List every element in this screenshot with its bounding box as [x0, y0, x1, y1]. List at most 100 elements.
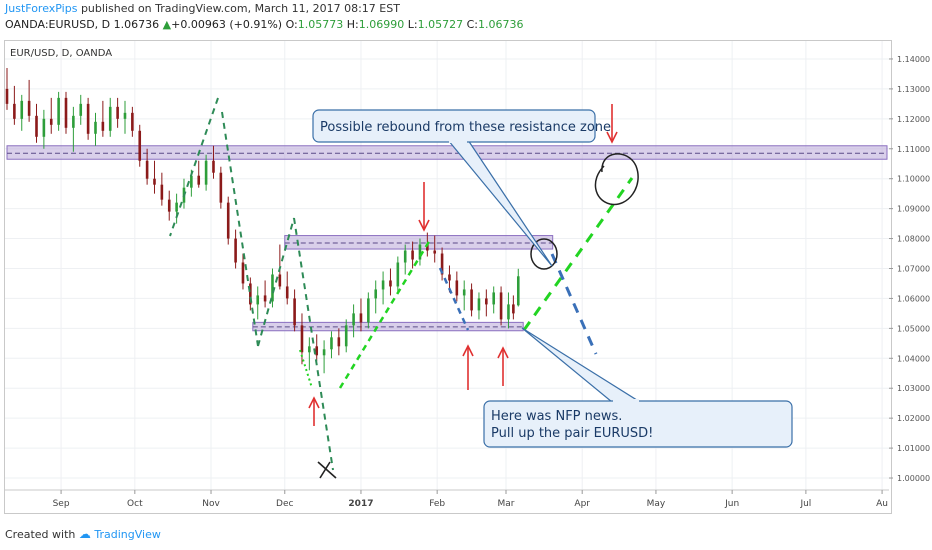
candle [462, 280, 466, 311]
candle [197, 160, 201, 188]
y-tick-label: 1.03000 [897, 384, 930, 393]
candle [337, 328, 341, 356]
x-tick-label: Sep [53, 499, 70, 509]
candle [57, 91, 60, 131]
candle [330, 331, 333, 359]
y-tick-label: 1.11000 [897, 145, 930, 154]
candle [160, 172, 164, 206]
green-dotted-1 [299, 349, 313, 389]
open-label: O: [285, 18, 298, 31]
candle [138, 124, 142, 167]
y-tick-label: 1.06000 [897, 294, 930, 303]
footer: Created with ☁ TradingView [5, 527, 161, 541]
chart-frame[interactable] [4, 40, 892, 514]
green-dash-up-1 [257, 217, 295, 347]
candle [352, 304, 355, 338]
candle [35, 103, 38, 143]
tradingview-link[interactable]: TradingView [94, 528, 161, 541]
y-tick-label: 1.01000 [897, 444, 930, 453]
high-value: 1.06990 [358, 18, 405, 31]
x-tick-label: Au [876, 499, 888, 509]
candle [86, 97, 90, 140]
callout-resistance: Possible rebound from these resistance z… [312, 109, 611, 267]
candle [403, 244, 407, 275]
candle [42, 109, 46, 149]
candle [271, 268, 274, 308]
candle [256, 286, 260, 320]
circle-mark-upper [594, 153, 639, 206]
candle [27, 79, 31, 122]
x-tick-label: Feb [429, 499, 445, 509]
candle [293, 289, 296, 332]
x-tick-label: Dec [276, 499, 293, 509]
y-tick-label: 1.14000 [897, 55, 930, 64]
tradingview-logo-icon: ☁ [78, 527, 91, 541]
candle [20, 94, 24, 131]
y-tick-label: 1.05000 [897, 324, 930, 333]
candle [108, 97, 112, 137]
callout-resistance-text: Possible rebound from these resistance z… [320, 120, 611, 135]
candle [145, 148, 149, 185]
candle [315, 334, 319, 362]
candle [440, 247, 444, 281]
candle [322, 340, 326, 374]
candle [512, 295, 515, 320]
candle [308, 337, 311, 371]
candle [204, 154, 208, 191]
candlesticks [5, 67, 520, 374]
author-link[interactable]: JustForexPips [5, 2, 78, 15]
y-tick-label: 1.08000 [897, 235, 930, 244]
y-tick-label: 1.09000 [897, 205, 930, 214]
candle [241, 253, 245, 290]
close-label: C: [466, 18, 478, 31]
change-value: +0.00963 (+0.91%) [171, 18, 283, 31]
candle [167, 190, 171, 221]
x-tick-label: Oct [127, 499, 143, 509]
candle [344, 319, 348, 353]
x-tick-label: Mar [498, 499, 515, 509]
candle [13, 85, 16, 125]
candle [64, 91, 68, 134]
candle [492, 286, 496, 314]
arrow-down-icon [418, 182, 430, 232]
candle [359, 298, 363, 332]
candle [123, 100, 127, 134]
candle [249, 277, 252, 311]
low-label: L: [407, 18, 418, 31]
candle [499, 286, 503, 326]
last-price: 1.06736 [113, 18, 160, 31]
candle [485, 289, 488, 317]
arrow-up-icon [462, 344, 474, 390]
candle [455, 271, 459, 302]
candle [516, 268, 520, 307]
candle [381, 271, 385, 305]
callout-nfp-line2: Pull up the pair EURUSD! [491, 426, 653, 441]
green-dash-down-1 [169, 97, 219, 237]
open-value: 1.05773 [297, 18, 344, 31]
x-tick-label: Jun [724, 499, 739, 509]
trend-lines [169, 97, 634, 471]
candle [263, 280, 267, 308]
candle [418, 238, 422, 266]
cross-mark-icon [317, 461, 337, 479]
candle [94, 112, 97, 146]
x-tick-label: Nov [202, 499, 220, 509]
candle [470, 283, 473, 317]
candle [477, 292, 481, 320]
candle [389, 268, 392, 296]
symbol-info: OANDA:EURUSD, D 1.06736 ▲+0.00963 (+0.91… [5, 18, 523, 31]
circle-mark-middle [530, 238, 558, 270]
x-tick-label: Jul [799, 499, 811, 509]
symbol-label: OANDA:EURUSD, D [5, 18, 111, 31]
candle [175, 193, 178, 224]
green-dash-up-2 [338, 239, 432, 389]
candle [101, 100, 105, 137]
publish-info: JustForexPips published on TradingView.c… [5, 2, 400, 15]
candle [507, 292, 510, 329]
created-with-text: Created with [5, 528, 76, 541]
y-tick-label: 1.00000 [897, 474, 930, 483]
candle [285, 271, 289, 305]
arrow-up-icon [497, 346, 509, 386]
candle [79, 94, 83, 125]
